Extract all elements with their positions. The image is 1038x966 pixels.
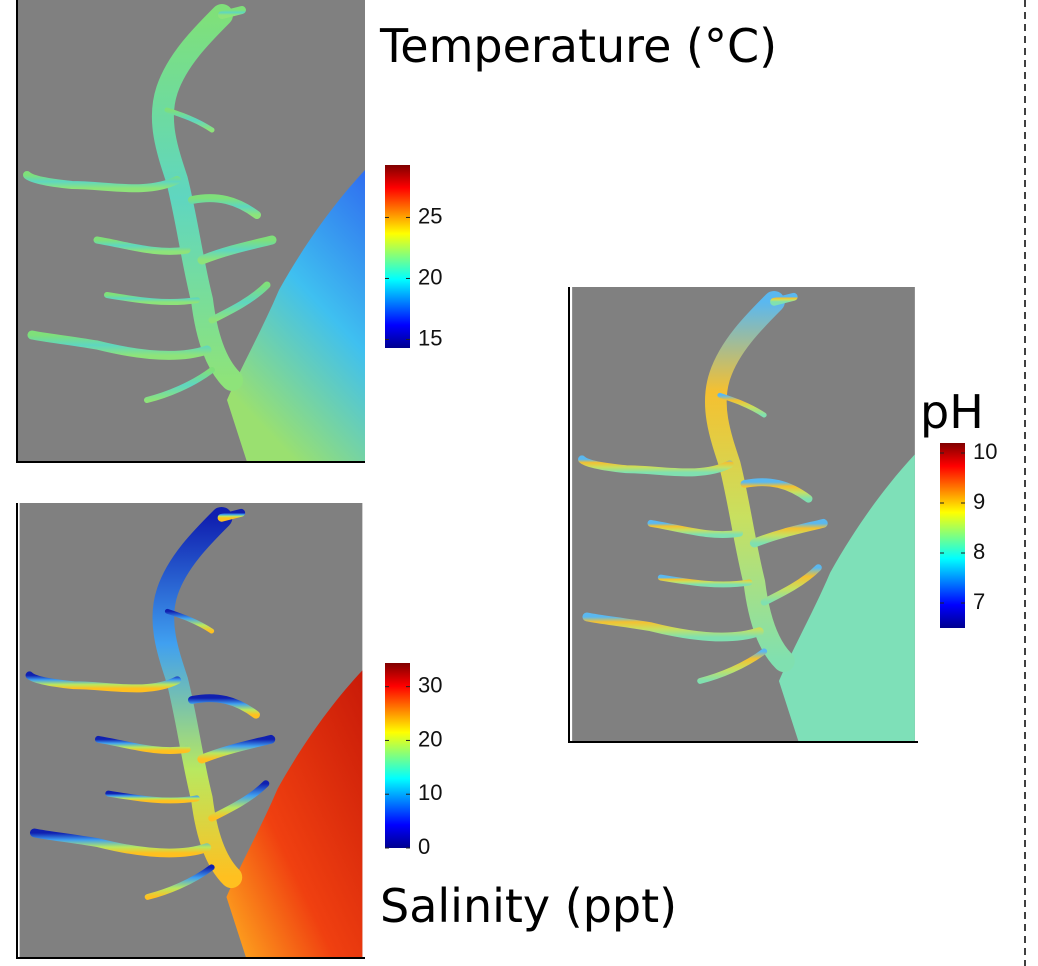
tick-label: 25 [418, 203, 442, 228]
axis [568, 287, 918, 743]
panel-title: Salinity (ppt) [380, 879, 677, 933]
colorbar [940, 443, 965, 628]
axis [16, 0, 365, 463]
tick-label: 30 [418, 672, 442, 697]
tick-label: 10 [973, 439, 997, 464]
tick-label: 7 [973, 589, 985, 614]
ph-map [572, 287, 915, 742]
tick-label: 20 [418, 726, 442, 751]
colorbar [385, 165, 410, 348]
tick-label: 15 [418, 325, 442, 350]
tick-label: 8 [973, 539, 985, 564]
axis [16, 503, 365, 959]
temperature-map [17, 0, 365, 462]
salinity-map [19, 503, 363, 958]
panel-title: pH [920, 385, 984, 439]
tick-label: 0 [418, 834, 430, 859]
tick-label: 9 [973, 489, 985, 514]
panel-title: Temperature (°C) [379, 19, 777, 73]
tick-label: 10 [418, 780, 442, 805]
tick-label: 20 [418, 264, 442, 289]
colorbar [385, 663, 410, 848]
colorbars: 15 20 25 0 10 20 30 7 8 9 10 [385, 165, 997, 859]
